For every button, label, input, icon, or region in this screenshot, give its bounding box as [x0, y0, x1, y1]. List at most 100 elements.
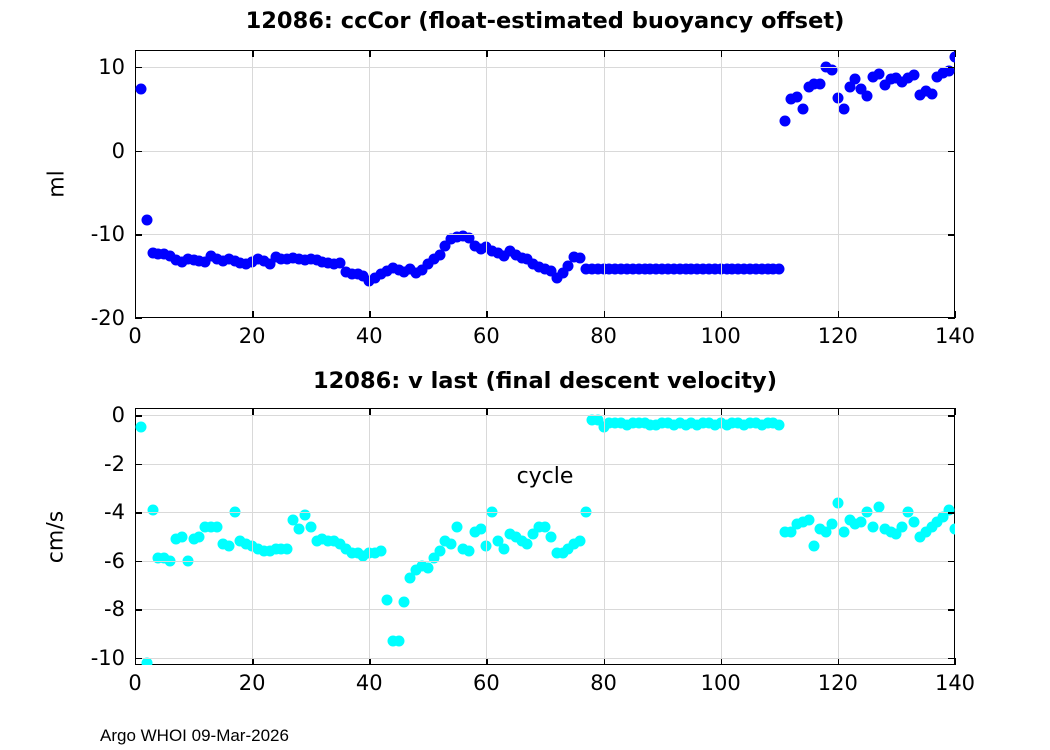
gridline-vertical — [486, 50, 488, 318]
data-point — [931, 516, 943, 528]
data-point — [404, 572, 416, 584]
data-point — [603, 263, 615, 275]
y-axis-tick — [135, 150, 142, 152]
data-point — [920, 526, 932, 538]
data-point — [709, 263, 721, 275]
x-axis-tick-label: 80 — [590, 324, 617, 348]
data-point — [410, 564, 422, 576]
y-axis-tick — [948, 512, 955, 514]
data-point — [357, 270, 369, 282]
data-point — [369, 272, 381, 284]
data-point — [158, 552, 170, 564]
data-point — [135, 421, 147, 433]
x-axis-tick — [720, 408, 723, 415]
data-point — [697, 263, 709, 275]
data-point — [258, 255, 270, 267]
data-point — [721, 419, 733, 431]
data-point — [521, 538, 533, 550]
data-point — [352, 268, 364, 280]
x-axis-tick — [252, 408, 254, 415]
data-point — [340, 543, 352, 555]
data-point — [568, 251, 580, 263]
data-point — [434, 249, 446, 261]
y-axis-tick — [948, 66, 955, 69]
x-axis-tick-label: 20 — [238, 324, 266, 348]
y-axis-tick — [948, 150, 955, 152]
data-point — [709, 419, 721, 431]
data-point — [773, 419, 785, 431]
data-point — [914, 531, 926, 542]
data-point — [182, 253, 194, 265]
data-point — [439, 240, 451, 252]
data-point — [498, 543, 510, 555]
data-point — [890, 528, 902, 540]
data-point — [211, 253, 223, 265]
x-axis-tick-label: 80 — [590, 671, 617, 695]
y-axis-tick — [135, 560, 142, 563]
data-point — [264, 545, 276, 557]
data-point — [738, 263, 750, 275]
data-point — [574, 252, 586, 264]
data-point — [422, 258, 434, 270]
data-point — [141, 214, 153, 226]
data-point — [404, 263, 416, 275]
data-point — [504, 528, 516, 540]
y-axis-tick — [948, 234, 955, 236]
x-axis-tick-label: 140 — [934, 324, 976, 348]
data-point — [275, 253, 287, 265]
data-point — [422, 562, 434, 574]
data-point — [650, 263, 662, 275]
data-point — [147, 504, 159, 516]
data-point — [908, 69, 920, 81]
data-point — [621, 263, 633, 275]
data-point — [434, 545, 446, 557]
data-point — [838, 103, 850, 115]
data-point — [732, 263, 744, 275]
data-point — [311, 254, 323, 266]
data-point — [170, 533, 182, 545]
data-point — [299, 509, 311, 521]
data-point — [217, 255, 229, 267]
data-point — [176, 531, 188, 542]
data-point — [486, 245, 498, 257]
data-point — [439, 535, 451, 547]
data-point — [750, 263, 762, 275]
x-axis-tick-label: 100 — [700, 324, 741, 348]
x-axis-tick — [369, 408, 371, 415]
panel-cccor: 12086: ccCor (float-estimated buoyancy o… — [44, 8, 975, 348]
data-point — [890, 72, 902, 84]
data-point — [674, 417, 686, 429]
data-point — [844, 81, 856, 93]
data-point — [879, 79, 891, 91]
data-point — [867, 521, 879, 533]
gridline-vertical — [837, 408, 839, 665]
data-point — [311, 535, 323, 547]
data-point — [680, 263, 692, 275]
data-point — [914, 89, 926, 101]
x-axis-tick — [720, 658, 723, 665]
panel-vlast-xlabel: cycle — [516, 464, 574, 489]
x-axis-tick — [603, 311, 605, 318]
data-point — [457, 230, 469, 242]
data-point — [562, 260, 574, 272]
data-point — [527, 528, 539, 540]
data-point — [762, 263, 774, 275]
data-point — [293, 523, 305, 535]
data-point — [931, 71, 943, 83]
data-point — [275, 543, 287, 555]
data-point — [398, 266, 410, 278]
data-point — [475, 243, 487, 255]
gridline-horizontal — [135, 66, 955, 68]
data-point — [926, 521, 938, 533]
data-point — [943, 65, 955, 77]
data-point — [592, 414, 604, 426]
data-point — [387, 262, 399, 274]
x-axis-tick — [603, 50, 605, 57]
data-point — [234, 257, 246, 269]
data-point — [270, 543, 282, 555]
data-point — [346, 268, 358, 280]
data-point — [855, 516, 867, 528]
data-point — [176, 256, 188, 268]
data-point — [457, 543, 469, 555]
